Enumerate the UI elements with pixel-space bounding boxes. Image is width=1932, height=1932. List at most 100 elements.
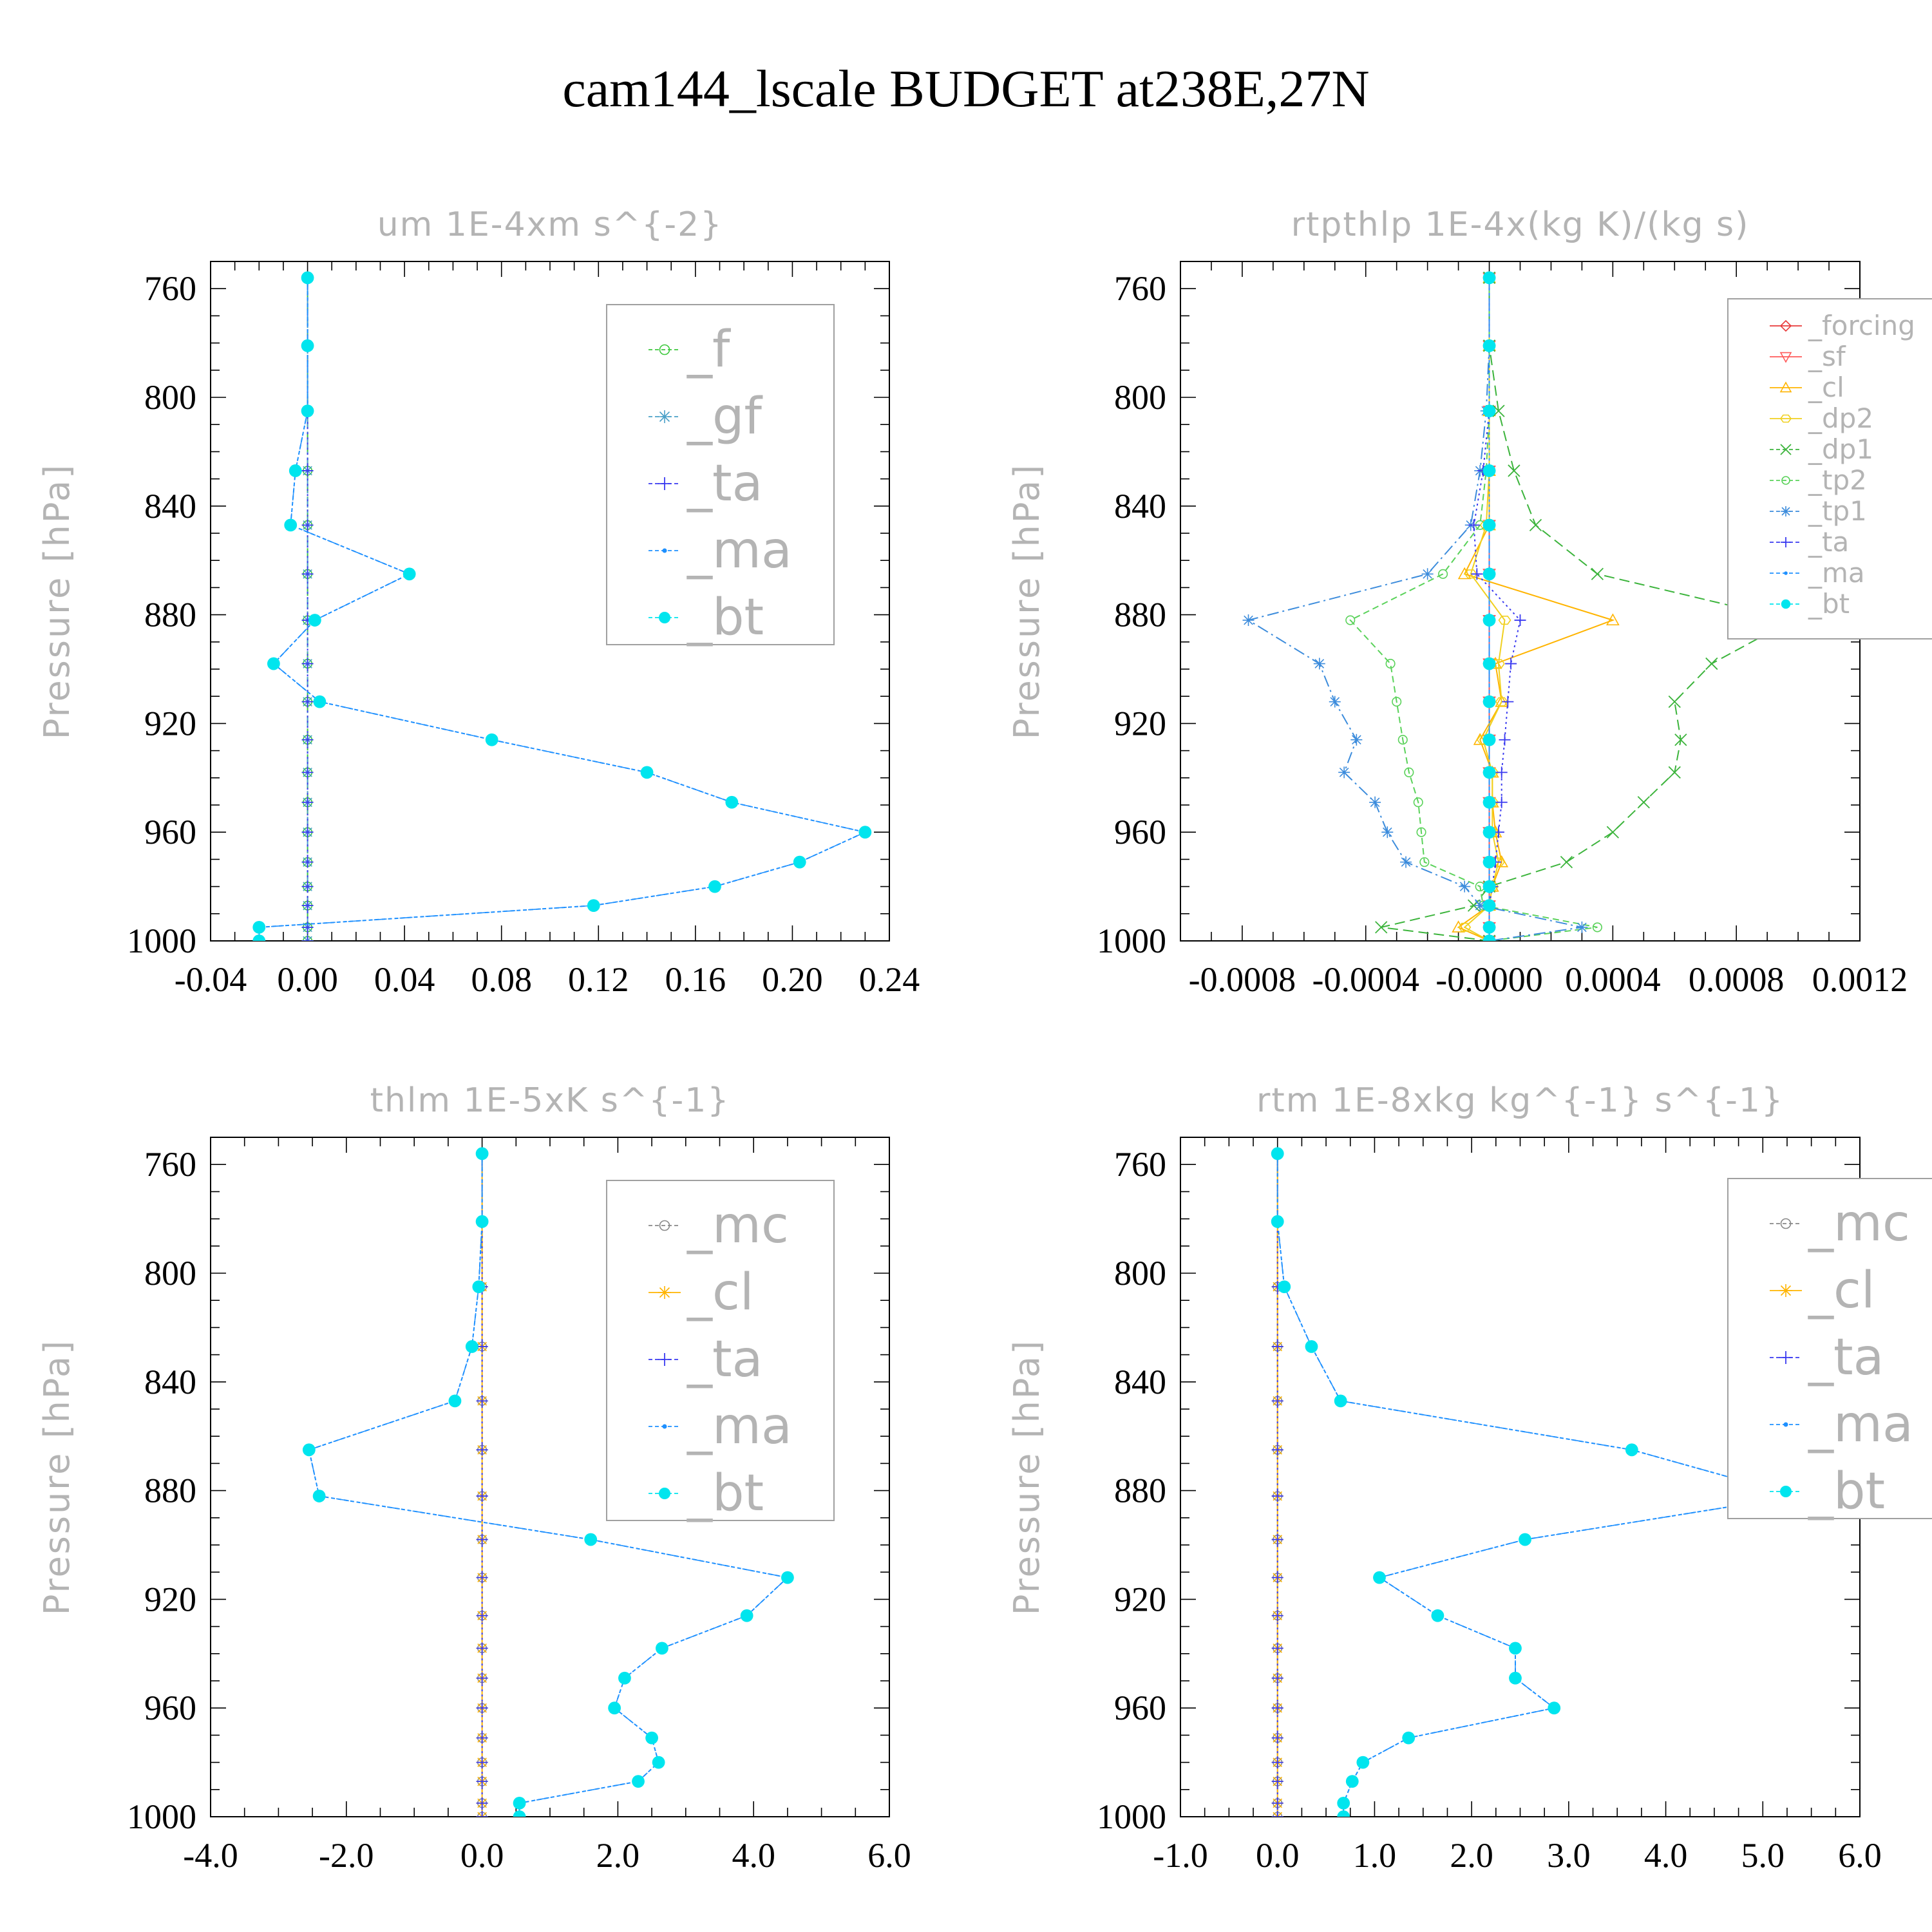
data-point-cl: [1457, 567, 1472, 580]
data-point-bt: [1278, 1280, 1291, 1293]
legend-label: _cl: [1808, 372, 1844, 403]
data-point-ta: [301, 734, 314, 746]
data-point-bt: [402, 567, 416, 581]
legend-marker: [659, 612, 670, 623]
data-point-ta: [1271, 1340, 1283, 1352]
data-point-bt: [793, 855, 806, 869]
data-point-bt: [284, 518, 298, 532]
data-point-ta: [1271, 1756, 1283, 1768]
data-point-bt: [1482, 899, 1496, 913]
data-point-tp2: [1404, 767, 1414, 777]
x-tick-label: 2.0: [1450, 1836, 1493, 1875]
data-point-ta: [301, 935, 314, 941]
legend-label: _f: [687, 321, 731, 379]
data-point-bt: [1482, 518, 1496, 532]
y-tick-label: 880: [144, 1472, 196, 1510]
x-tick-label: 0.00: [277, 960, 338, 999]
legend-label: _forcing: [1808, 310, 1915, 341]
x-tick-label: -4.0: [183, 1836, 238, 1875]
data-point-bt: [267, 657, 280, 670]
data-point-ta: [301, 900, 314, 912]
y-tick-label: 760: [144, 269, 196, 308]
data-point-ta: [1495, 796, 1508, 808]
legend-label: _tp2: [1808, 464, 1867, 496]
data-point-bt: [301, 404, 314, 417]
legend-box: [1727, 1178, 1932, 1519]
data-point-ta: [301, 856, 314, 868]
data-point-bt: [640, 766, 654, 779]
data-point-bt: [1337, 1810, 1350, 1817]
series-line-tp2: [1349, 278, 1598, 941]
data-point-ta: [301, 880, 314, 893]
data-point-ta: [1271, 1490, 1283, 1502]
legend-marker: [1779, 381, 1792, 393]
data-point-bt: [858, 826, 872, 839]
data-point-bt: [308, 614, 321, 627]
panel-title: rtm 1E-8xkg kg^{-1} s^{-1}: [1256, 1081, 1784, 1120]
x-tick-label: 0.20: [762, 960, 823, 999]
chart-panel-2: rtpthlp 1E-4x(kg K)/(kg s) Pressure [hPa]…: [1007, 205, 1932, 999]
legend-label: _cl: [1808, 1262, 1875, 1320]
y-tick-label: 760: [1114, 269, 1166, 308]
data-point-bt: [1373, 1571, 1386, 1584]
x-tick-label: 0.0008: [1689, 960, 1785, 999]
y-tick-label: 1000: [1097, 1797, 1166, 1836]
legend-marker: [658, 410, 671, 423]
data-point-tp1: [1459, 880, 1471, 893]
data-point-ta: [1271, 1672, 1283, 1684]
x-tick-label: 0.08: [471, 960, 532, 999]
x-tick-label: -0.0004: [1312, 960, 1419, 999]
legend-label: _dp2: [1808, 402, 1873, 434]
data-point-bt: [1519, 1533, 1531, 1546]
data-point-bt: [513, 1797, 526, 1810]
data-point-ta: [476, 1395, 488, 1407]
data-point-cl: [1606, 613, 1620, 626]
data-point-bt: [301, 271, 314, 285]
data-point-bt: [1271, 1147, 1284, 1160]
data-point-bt: [1334, 1394, 1347, 1408]
legend-label: _bt: [1808, 1463, 1885, 1520]
y-tick-label: 880: [144, 596, 196, 634]
y-tick-label: 880: [1114, 596, 1166, 634]
data-point-tp1: [1350, 734, 1363, 746]
y-tick-label: 1000: [127, 1797, 196, 1836]
legend-marker: [1781, 506, 1791, 516]
data-point-bt: [465, 1340, 478, 1353]
legend-box: [1727, 298, 1932, 639]
data-point-bt: [1482, 614, 1496, 627]
x-tick-label: 4.0: [732, 1836, 775, 1875]
legend: _f _gf _ta _ma _bt: [606, 304, 835, 647]
data-point-ta: [1271, 1797, 1283, 1809]
data-point-bt: [513, 1810, 526, 1817]
data-point-dp1: [1492, 404, 1505, 417]
x-tick-label: 5.0: [1741, 1836, 1785, 1875]
data-point-bt: [608, 1701, 621, 1715]
legend-marker: [1779, 352, 1792, 363]
data-point-tp2: [1345, 615, 1356, 625]
data-point-bt: [1482, 567, 1496, 581]
data-point-ta: [1495, 766, 1508, 779]
legend: _mc _cl _ta _ma _bt: [606, 1180, 835, 1522]
x-tick-label: -1.0: [1153, 1836, 1208, 1875]
data-point-bt: [1482, 339, 1496, 352]
data-point-ta: [1499, 734, 1511, 746]
y-tick-label: 800: [144, 1254, 196, 1293]
legend-marker: [1780, 444, 1792, 455]
data-point-ta: [301, 826, 314, 838]
y-tick-label: 840: [144, 1363, 196, 1401]
legend-marker: [659, 344, 670, 355]
legend-label: _ma: [1808, 1396, 1913, 1454]
legend-marker: [1783, 1422, 1788, 1427]
data-point-bt: [448, 1394, 462, 1408]
data-point-bt: [302, 1443, 316, 1457]
series-group: [1271, 1147, 1803, 1817]
data-point-ta: [476, 1672, 488, 1684]
x-tick-label: 0.16: [665, 960, 726, 999]
data-point-ta: [301, 519, 314, 531]
data-point-ta: [476, 1776, 488, 1788]
legend-label: _bt: [687, 1464, 764, 1522]
legend-marker: [1779, 319, 1792, 332]
x-tick-label: -0.0008: [1189, 960, 1296, 999]
series-group: [302, 1147, 794, 1817]
